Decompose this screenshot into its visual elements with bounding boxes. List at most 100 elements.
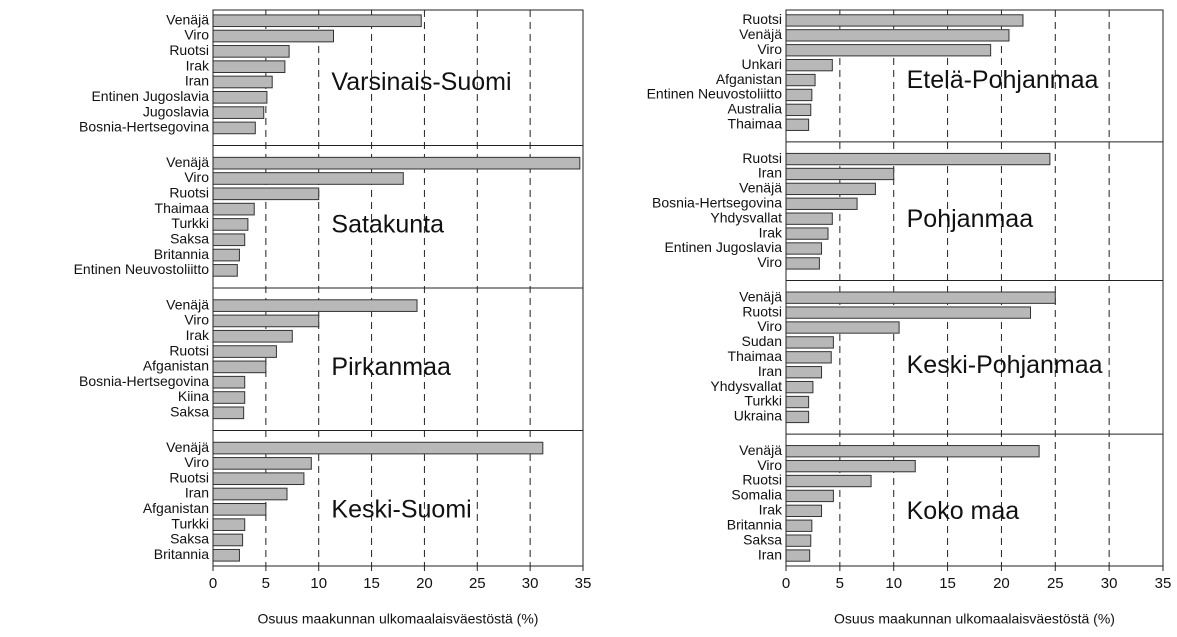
x-tick-label: 10 [885,575,902,592]
bar [212,233,246,247]
category-label: Ruotsi [742,472,782,488]
bar [785,380,814,394]
bar [785,73,816,87]
category-label: Venäjä [166,296,209,312]
category-label: Saksa [170,404,209,420]
category-label: Entinen Neuvostoliitto [647,86,783,102]
category-label: Saksa [170,230,209,246]
bar [212,90,268,104]
category-label: Yhdysvallat [710,209,782,225]
bar [785,395,810,409]
group-label: Satakunta [331,211,444,239]
bar [212,441,544,455]
bar [785,459,916,473]
category-label: Iran [185,485,209,501]
category-label: Bosnia-Hertsegovina [79,373,209,389]
bar [212,248,240,262]
category-label: Irak [186,327,210,343]
category-label: Britannia [727,516,782,532]
category-label: Iran [758,546,782,562]
x-tick-label: 30 [1101,575,1118,592]
bar [785,306,1032,319]
bar [785,118,810,131]
bar [212,218,249,231]
x-tick-label: 25 [1047,575,1064,592]
category-label: Somalia [731,487,782,503]
category-label: Venäjä [739,288,782,304]
category-label: Thaimaa [728,115,783,131]
category-label: Venäjä [739,26,782,42]
bar [785,197,858,210]
category-label: Australia [728,101,783,117]
group-label: Keski-Suomi [331,495,471,523]
category-label: Venäjä [166,11,209,27]
bar [212,375,246,389]
bar [785,549,811,562]
category-label: Yhdysvallat [710,378,782,394]
bar [785,29,1010,42]
group-label: Keski-Pohjanmaa [907,351,1103,379]
x-tick-label: 20 [993,575,1010,592]
category-label: Kiina [178,388,209,404]
bar [785,351,832,364]
bar [212,533,244,547]
x-tick-label: 5 [836,575,844,592]
category-label: Viro [184,454,209,470]
bar [212,14,422,28]
category-label: Unkari [742,56,782,72]
bar [785,257,820,270]
x-tick-label: 30 [522,575,539,592]
category-label: Irak [186,57,210,73]
bar [212,329,293,343]
bar [785,504,823,518]
category-label: Ruotsi [169,342,209,358]
category-label: Ruotsi [742,150,782,166]
category-label: Iran [185,73,209,89]
category-label: Ruotsi [169,42,209,58]
category-label: Afganistan [143,500,209,516]
category-label: Bosnia-Hertsegovina [652,194,782,210]
category-label: Venäjä [166,439,209,455]
bar [212,202,255,216]
category-label: Afganistan [143,358,209,374]
category-label: Ruotsi [169,469,209,485]
category-label: Sudan [742,333,782,349]
category-label: Viro [184,312,209,328]
bar [785,14,1024,27]
bar [212,314,320,328]
group-label: Pirkanmaa [331,353,451,381]
bar [785,534,812,547]
bar [212,487,288,501]
bar [785,182,876,196]
bar [212,264,238,277]
category-label: Britannia [154,546,209,562]
bar [212,156,581,170]
category-label: Ukraina [734,408,782,424]
bar [785,44,992,57]
group-label: Varsinais-Suomi [331,68,511,96]
category-label: Irak [759,502,783,518]
x-tick-label: 35 [575,575,592,592]
category-label: Thaimaa [728,348,783,364]
category-label: Ruotsi [742,303,782,319]
category-label: Entinen Neuvostoliitto [74,261,210,277]
category-label: Iran [758,363,782,379]
category-label: Entinen Jugoslavia [664,239,782,255]
bar [785,212,833,225]
x-axis-label: Osuus maakunnan ulkomaalaisväestöstä (%) [258,611,539,627]
category-label: Turkki [744,393,782,409]
x-tick-label: 5 [262,575,270,592]
bar [212,299,418,312]
bar [785,519,813,532]
bar [212,345,277,358]
bar [785,88,813,102]
category-label: Entinen Jugoslavia [91,88,209,104]
category-label: Bosnia-Hertsegovina [79,119,209,135]
bar [212,187,320,201]
category-label: Venäjä [739,442,782,458]
bar [212,391,246,404]
bar [785,167,895,181]
category-label: Viro [757,41,782,57]
bar [785,366,823,379]
bar [785,489,834,503]
